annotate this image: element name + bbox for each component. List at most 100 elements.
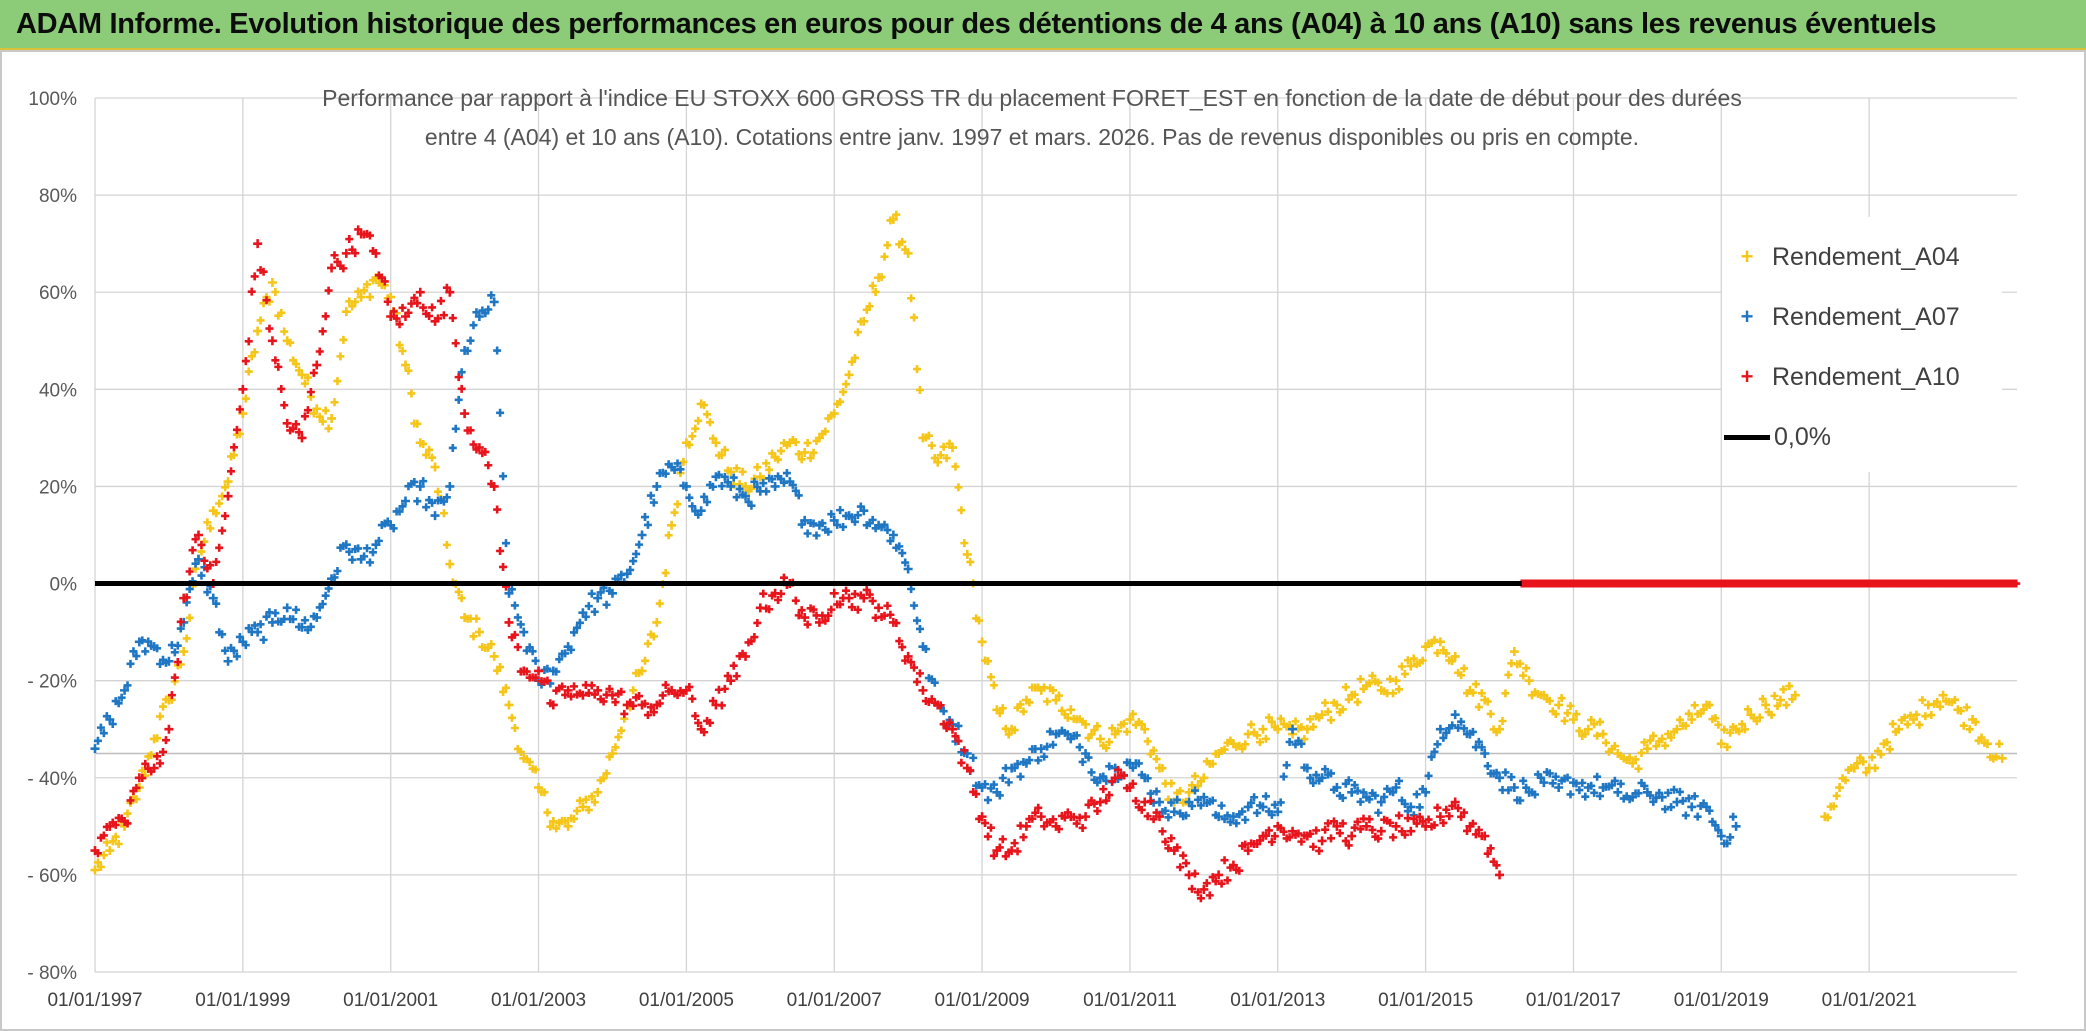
data-point (629, 701, 638, 710)
data-point (1442, 728, 1451, 737)
data-point (1457, 671, 1466, 680)
data-point (1075, 743, 1084, 752)
data-point (93, 858, 102, 867)
data-point (1767, 710, 1776, 719)
data-point (664, 531, 673, 540)
legend-item-a10: + Rendement_A10 (1722, 357, 1960, 397)
data-point (788, 480, 797, 489)
data-point (422, 450, 431, 459)
data-point (1072, 819, 1081, 828)
data-point (1016, 700, 1025, 709)
data-point (800, 613, 810, 623)
data-point (842, 380, 851, 389)
data-point (215, 543, 224, 552)
data-point (723, 671, 732, 680)
data-point (132, 652, 141, 661)
data-point (567, 692, 576, 701)
data-point (1729, 812, 1738, 821)
y-tick-label: 80% (39, 186, 77, 207)
data-point (395, 341, 404, 350)
data-point (531, 765, 540, 774)
x-tick-label: 01/01/2007 (787, 990, 882, 1011)
data-point (356, 292, 366, 302)
data-point (208, 593, 218, 603)
data-point (951, 732, 960, 741)
data-point (363, 280, 372, 289)
data-point (489, 297, 499, 307)
data-point (1442, 649, 1451, 658)
data-point (1049, 815, 1058, 824)
data-point (711, 438, 721, 448)
data-point (1143, 774, 1152, 783)
data-point (1442, 805, 1451, 814)
data-point (114, 839, 123, 848)
data-point (1657, 734, 1667, 744)
data-point (1143, 737, 1152, 746)
data-point (221, 483, 230, 492)
data-point (1415, 803, 1424, 812)
data-point (312, 613, 322, 623)
data-point (1326, 769, 1335, 778)
data-point (1341, 683, 1350, 692)
data-point (117, 693, 126, 702)
data-point (1568, 715, 1578, 725)
data-point (223, 477, 233, 487)
data-point (318, 600, 327, 609)
data-point (1167, 834, 1176, 843)
data-point (1536, 773, 1545, 782)
x-tick-label: 01/01/2013 (1230, 990, 1325, 1011)
data-point (1486, 844, 1495, 853)
data-point (212, 557, 221, 566)
data-point (1243, 729, 1253, 739)
data-point (271, 287, 280, 296)
data-point (534, 666, 544, 676)
data-point (303, 373, 312, 382)
data-point (983, 796, 992, 805)
data-point (1835, 782, 1845, 792)
data-point (1276, 714, 1285, 723)
data-point (1457, 717, 1466, 726)
data-point (534, 782, 544, 792)
y-tick-label: 0% (50, 575, 78, 596)
data-point (1300, 735, 1309, 744)
data-point (1040, 752, 1049, 761)
data-point (153, 734, 162, 743)
data-point (425, 445, 434, 454)
data-point (691, 424, 700, 433)
data-point (454, 395, 463, 404)
data-point (419, 439, 428, 448)
data-point (108, 720, 117, 729)
data-point (392, 314, 401, 323)
data-point (1021, 821, 1031, 831)
data-point (765, 605, 774, 614)
data-point (123, 681, 132, 690)
data-point (1483, 697, 1492, 706)
data-point (341, 248, 351, 258)
data-point (561, 816, 570, 825)
data-point (575, 618, 584, 627)
data-point (1448, 657, 1457, 666)
data-point (425, 312, 434, 321)
data-point (1670, 785, 1678, 794)
data-point (206, 524, 215, 533)
data-point (404, 366, 413, 375)
data-point (354, 544, 363, 553)
data-point (341, 540, 351, 550)
data-point (179, 647, 189, 657)
data-point (386, 312, 396, 321)
data-point (1137, 805, 1146, 814)
data-point (371, 248, 381, 258)
data-point (921, 645, 930, 654)
data-point (1253, 731, 1262, 740)
data-point (1154, 797, 1164, 807)
data-point (977, 812, 987, 822)
data-point (1128, 763, 1137, 772)
data-point (910, 601, 919, 610)
data-point (1406, 661, 1416, 671)
data-point (1667, 733, 1676, 742)
data-point (844, 593, 854, 603)
data-point (1190, 772, 1199, 781)
data-point (448, 443, 457, 452)
data-point (939, 442, 948, 451)
data-point (809, 448, 818, 457)
